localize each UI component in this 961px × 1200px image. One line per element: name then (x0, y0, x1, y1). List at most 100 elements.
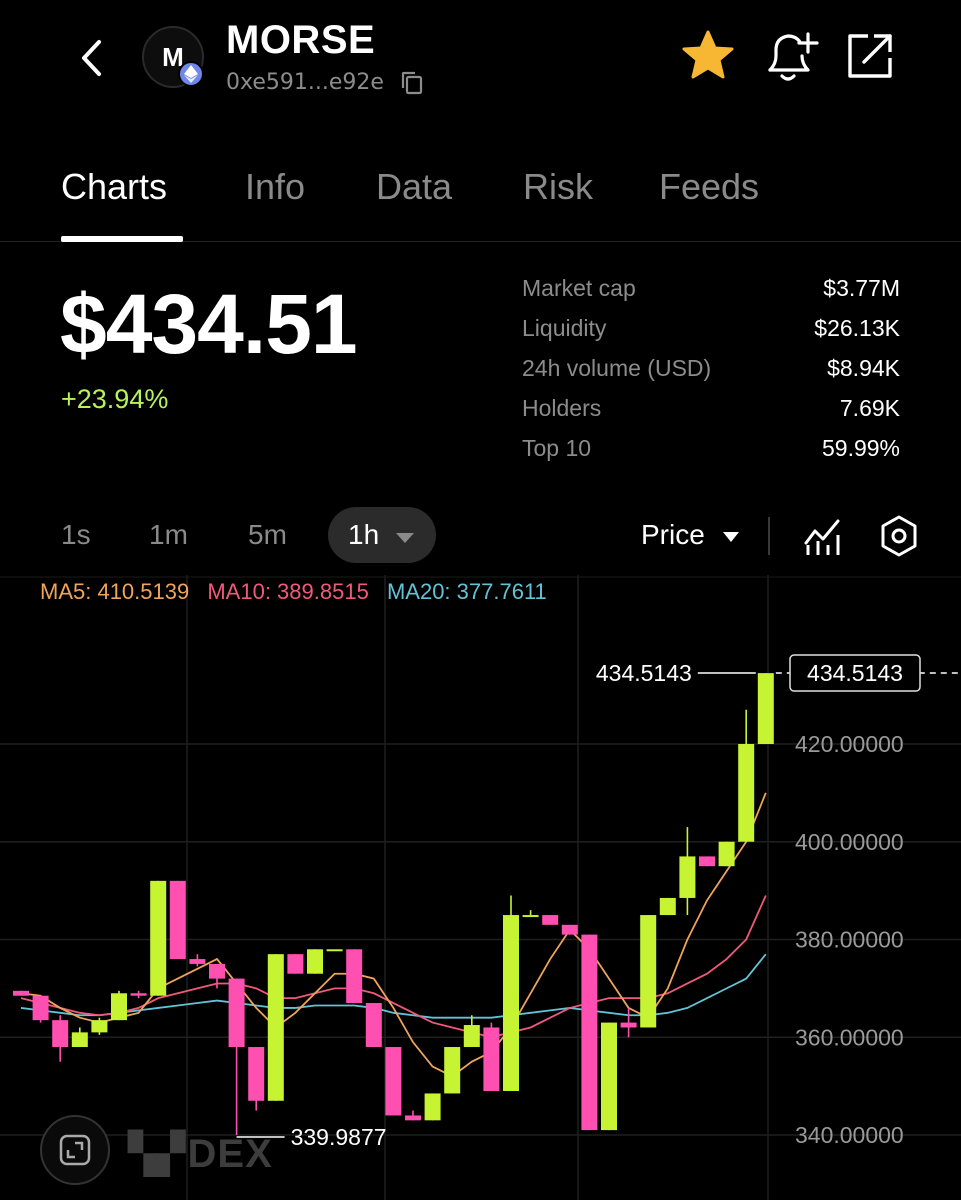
candle-down (542, 915, 559, 925)
settings-icon[interactable] (876, 513, 922, 559)
token-stats: Market cap $3.77M Liquidity $26.13K 24h … (522, 268, 900, 468)
candle-down (699, 856, 715, 867)
timeframe-1h[interactable]: 1h (348, 519, 380, 550)
candle-down (189, 959, 206, 964)
stat-label: 24h volume (USD) (522, 355, 712, 381)
stat-label: Top 10 (522, 435, 592, 461)
ma-legend: MA5: 410.5139 MA10: 389.8515 MA20: 377.7… (40, 579, 559, 605)
candle-up (601, 1022, 617, 1131)
candle-up (522, 915, 539, 918)
candle-down (581, 934, 598, 1131)
candle-down (483, 1027, 500, 1092)
tab-charts[interactable]: Charts (61, 166, 168, 207)
stat-value: $3.77M (823, 275, 900, 301)
y-tick-label: 400.00000 (795, 829, 904, 855)
watermark-text: DEX (187, 1132, 273, 1176)
tab-info[interactable]: Info (245, 166, 306, 207)
candle-up (307, 949, 323, 974)
timeframe-1m[interactable]: 1m (149, 519, 188, 550)
tab-feeds[interactable]: Feeds (659, 166, 760, 207)
star-icon[interactable] (680, 28, 736, 84)
stat-row-holders: Holders 7.69K (522, 388, 900, 428)
current-price-box (789, 654, 921, 692)
stat-label: Liquidity (522, 315, 607, 341)
timeframe-1s[interactable]: 1s (61, 519, 91, 550)
y-tick-label: 360.00000 (795, 1024, 904, 1050)
candle-up (659, 897, 676, 916)
token-name: MORSE (226, 18, 376, 62)
price-change: +23.94% (61, 384, 169, 414)
candle-down (561, 924, 578, 935)
high-marker-label: 434.5143 (596, 660, 692, 686)
candle-down (405, 1115, 421, 1121)
fullscreen-icon (59, 1134, 91, 1166)
add-alert-bell-icon[interactable] (760, 26, 820, 86)
candle-up (718, 841, 735, 867)
indicators-icon[interactable] (800, 513, 846, 559)
candle-down (13, 990, 29, 996)
stat-value: $26.13K (814, 315, 900, 341)
chevron-left-icon (82, 40, 101, 76)
candle-down (346, 949, 363, 1004)
candle-up (738, 744, 755, 842)
caret-down-icon (722, 531, 739, 542)
stat-row-volume: 24h volume (USD) $8.94K (522, 348, 900, 388)
candle-up (326, 949, 343, 952)
price-chart[interactable]: 420.00000 400.00000 380.00000 360.00000 340.… (0, 575, 961, 1200)
candle-up (503, 915, 519, 1092)
tab-bar: Charts Info Data Risk Feeds (0, 150, 961, 242)
current-price: $434.51 (60, 277, 358, 371)
watermark-logo: ▚▞ DEX (128, 1131, 273, 1177)
low-marker-label: 339.9877 (291, 1124, 387, 1150)
candle-down (365, 1003, 382, 1048)
candle-up (757, 673, 774, 744)
toolbar-divider (768, 517, 770, 555)
caret-down-icon (396, 533, 414, 543)
tab-risk[interactable]: Risk (523, 166, 593, 207)
candle-down (52, 1020, 69, 1048)
candle-up (111, 993, 127, 1021)
candle-up (71, 1032, 88, 1048)
candle-up (463, 1025, 480, 1048)
header: M MORSE 0xe591...e92e (0, 0, 961, 120)
avatar-letter: M (162, 41, 184, 72)
timeframe-5m[interactable]: 5m (248, 519, 287, 550)
token-address: 0xe591...e92e (226, 70, 384, 95)
candle-up (267, 954, 284, 1101)
stat-row-top10: Top 10 59.99% (522, 428, 900, 468)
candle-down (209, 963, 225, 979)
current-price-label: 434.5143 (807, 660, 903, 686)
ethereum-chain-icon (178, 61, 204, 87)
candle-down (130, 993, 147, 996)
stat-row-market-cap: Market cap $3.77M (522, 268, 900, 308)
candle-down (169, 880, 186, 960)
candle-up (640, 915, 657, 1028)
candlestick-chart[interactable]: 420.00000 400.00000 380.00000 360.00000 340.… (0, 575, 961, 1200)
price-mode-select[interactable]: Price (641, 519, 739, 551)
candle-down (32, 995, 49, 1021)
candle-up (444, 1047, 461, 1094)
stat-value: 59.99% (821, 435, 900, 461)
candle-down (620, 1022, 637, 1028)
candle-up (91, 1020, 108, 1033)
token-avatar: M (142, 26, 204, 88)
price-mode-label: Price (641, 519, 705, 550)
stat-value: 7.69K (839, 395, 900, 421)
grid-logo-icon: ▚▞ (128, 1132, 185, 1176)
stat-label: Market cap (522, 275, 636, 301)
candle-up (424, 1093, 441, 1121)
active-tab-indicator (61, 236, 183, 242)
tab-data[interactable]: Data (376, 166, 453, 207)
candle-up (150, 880, 167, 996)
fullscreen-button[interactable] (40, 1115, 110, 1185)
back-button[interactable] (70, 32, 114, 84)
stat-label: Holders (522, 395, 602, 421)
open-external-icon[interactable] (842, 28, 898, 84)
candle-up (679, 856, 696, 898)
timeframe-selector[interactable] (328, 507, 436, 563)
candle-down (248, 1047, 265, 1101)
chart-toolbar: 1s 1m 5m 1h Price (0, 505, 961, 567)
y-tick-label: 420.00000 (795, 731, 904, 757)
y-tick-label: 340.00000 (795, 1122, 904, 1148)
copy-icon[interactable] (400, 70, 424, 96)
